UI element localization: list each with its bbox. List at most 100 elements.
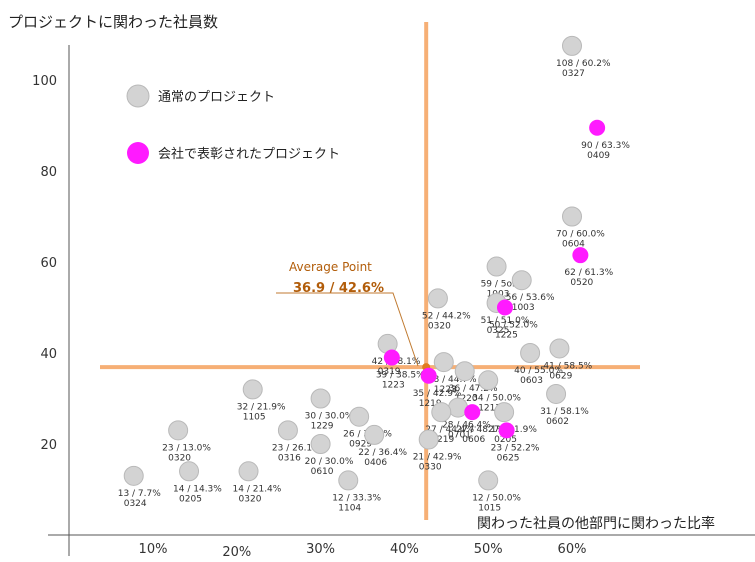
award-project-point: 27 / 48.1%0606 (456, 404, 506, 445)
point-marker (494, 402, 515, 423)
point-label-code: 0406 (364, 458, 387, 468)
normal-project-point: 70 / 60.0%0604 (556, 206, 605, 250)
point-label-code: 0330 (419, 462, 442, 472)
average-leader-line (276, 292, 419, 367)
point-label-value: 52 / 44.2% (422, 311, 471, 321)
normal-project-point: 22 / 36.4%0406 (358, 424, 407, 468)
point-label-code: 0320 (239, 494, 262, 504)
point-label-value: 28 / 46.4% (442, 421, 491, 431)
x-tick-label: 60% (558, 542, 587, 557)
point-label-value: 23 / 13.0% (162, 443, 211, 453)
point-label-value: 38 / 44.7% (428, 375, 477, 385)
point-label-code: 1105 (243, 412, 266, 422)
normal-project-point: 36 / 47.2%1220 (449, 361, 498, 404)
award-project-point: 23 / 52.2%0625 (491, 422, 540, 463)
point-label-code: 1220 (455, 394, 478, 404)
point-label-value: 22 / 36.4% (358, 448, 407, 458)
point-label-code: 1223 (382, 381, 405, 391)
point-marker (310, 388, 331, 409)
point-label-code: 0316 (278, 453, 301, 463)
point-label-value: 23 / 52.2% (491, 443, 540, 453)
point-label-value: 32 / 21.9% (237, 402, 286, 412)
point-label-value: 21 / 42.9% (413, 452, 462, 462)
point-label-code: 1212 (478, 403, 501, 413)
point-label-value: 14 / 21.4% (233, 484, 282, 494)
point-label-code: 0320 (168, 453, 191, 463)
point-label-code: 0205 (494, 435, 517, 445)
normal-project-point: 31 / 58.1%0602 (540, 383, 589, 427)
point-marker (478, 370, 499, 391)
point-marker (478, 470, 499, 491)
point-label-code: 1003 (512, 303, 535, 313)
point-label-value: 70 / 60.0% (556, 230, 605, 240)
y-tick-label: 60 (40, 256, 57, 271)
point-label-value: 13 / 7.7% (118, 489, 162, 499)
point-label-code: 1225 (495, 331, 518, 341)
normal-project-point: 41 / 58.5%0629 (543, 338, 593, 381)
point-label-value: 59 / 5o.8% (481, 280, 530, 290)
award-project-point: 39 / 38.5%1223 (376, 349, 425, 391)
point-marker (562, 35, 582, 56)
normal-project-point: 14 / 14.3%0205 (173, 461, 222, 504)
legend-marker-normal (126, 84, 150, 108)
point-label-value: 20 / 30.0% (305, 457, 354, 467)
point-marker (431, 402, 452, 423)
point-label-code: 0205 (179, 494, 202, 504)
normal-project-point: 28 / 46.4%0701 (442, 397, 491, 441)
point-label-value: 36 / 47.2% (449, 384, 498, 394)
point-label-value: 62 / 61.3% (564, 268, 613, 278)
normal-project-point: 12 / 50.0%1015 (472, 470, 521, 513)
normal-project-point: 32 / 21.9%1105 (237, 379, 286, 422)
point-label-code: 0409 (587, 151, 610, 161)
normal-project-point: 27 / 51.9%0205 (488, 402, 537, 445)
x-tick-labels: 10% 20% 30% 40% 50% 60% (139, 542, 587, 560)
point-label-code: 1219 (419, 399, 442, 409)
point-marker (589, 119, 606, 136)
point-label-code: 1219 (431, 435, 454, 445)
point-label-value: 34 / 50.0% (472, 393, 521, 403)
point-marker (364, 424, 385, 445)
point-marker (338, 470, 359, 491)
point-marker (427, 288, 448, 309)
point-label-code: 0602 (546, 417, 569, 427)
y-axis-title: プロジェクトに関わった社員数 (8, 13, 218, 31)
y-tick-label: 40 (40, 347, 57, 362)
x-tick-label: 30% (306, 542, 335, 557)
point-label-code: 1015 (478, 503, 501, 513)
legend-label-award: 会社で表彰されたプロジェクト (158, 146, 340, 162)
point-marker (546, 383, 567, 404)
x-tick-label: 40% (390, 542, 419, 557)
award-project-point: 50 / 52.0%1225 (489, 299, 538, 341)
y-tick-label: 20 (40, 438, 57, 453)
point-label-code: 0320 (428, 321, 451, 331)
point-marker (277, 420, 298, 441)
point-label-value: 35 / 42.9% (413, 389, 462, 399)
legend: 通常のプロジェクト 会社で表彰されたプロジェクト (126, 84, 340, 164)
point-marker (349, 406, 370, 427)
award-project-point: 90 / 63.3%0409 (581, 119, 630, 161)
point-label-value: 40 / 55.0% (514, 366, 563, 376)
legend-marker-award (127, 142, 149, 164)
point-label-value: 31 / 58.1% (540, 407, 589, 417)
normal-project-point: 56 / 53.6%1003 (506, 270, 555, 313)
point-marker (464, 404, 481, 421)
point-label-code: 0929 (349, 440, 372, 450)
point-label-code: 0325 (487, 326, 510, 336)
point-label-code: 0629 (549, 371, 572, 381)
point-label-code: 0319 (378, 367, 401, 377)
normal-project-point: 30 / 30.0%1229 (305, 388, 354, 432)
point-marker (562, 206, 582, 227)
point-label-code: 0610 (311, 467, 334, 477)
award-project-point: 62 / 61.3%0520 (564, 247, 614, 288)
point-label-code: 1104 (338, 503, 361, 513)
point-label-value: 12 / 33.3% (332, 493, 381, 503)
point-label-code: 1223 (434, 385, 457, 395)
legend-label-normal: 通常のプロジェクト (158, 90, 275, 105)
point-marker (238, 461, 259, 482)
normal-project-point: 38 / 44.7%1223 (428, 352, 477, 395)
point-label-code: 0520 (570, 278, 593, 288)
y-tick-label: 100 (32, 74, 57, 89)
normal-project-point: 108 / 60.2%0327 (556, 35, 611, 79)
point-label-value: 39 / 38.5% (376, 371, 425, 381)
